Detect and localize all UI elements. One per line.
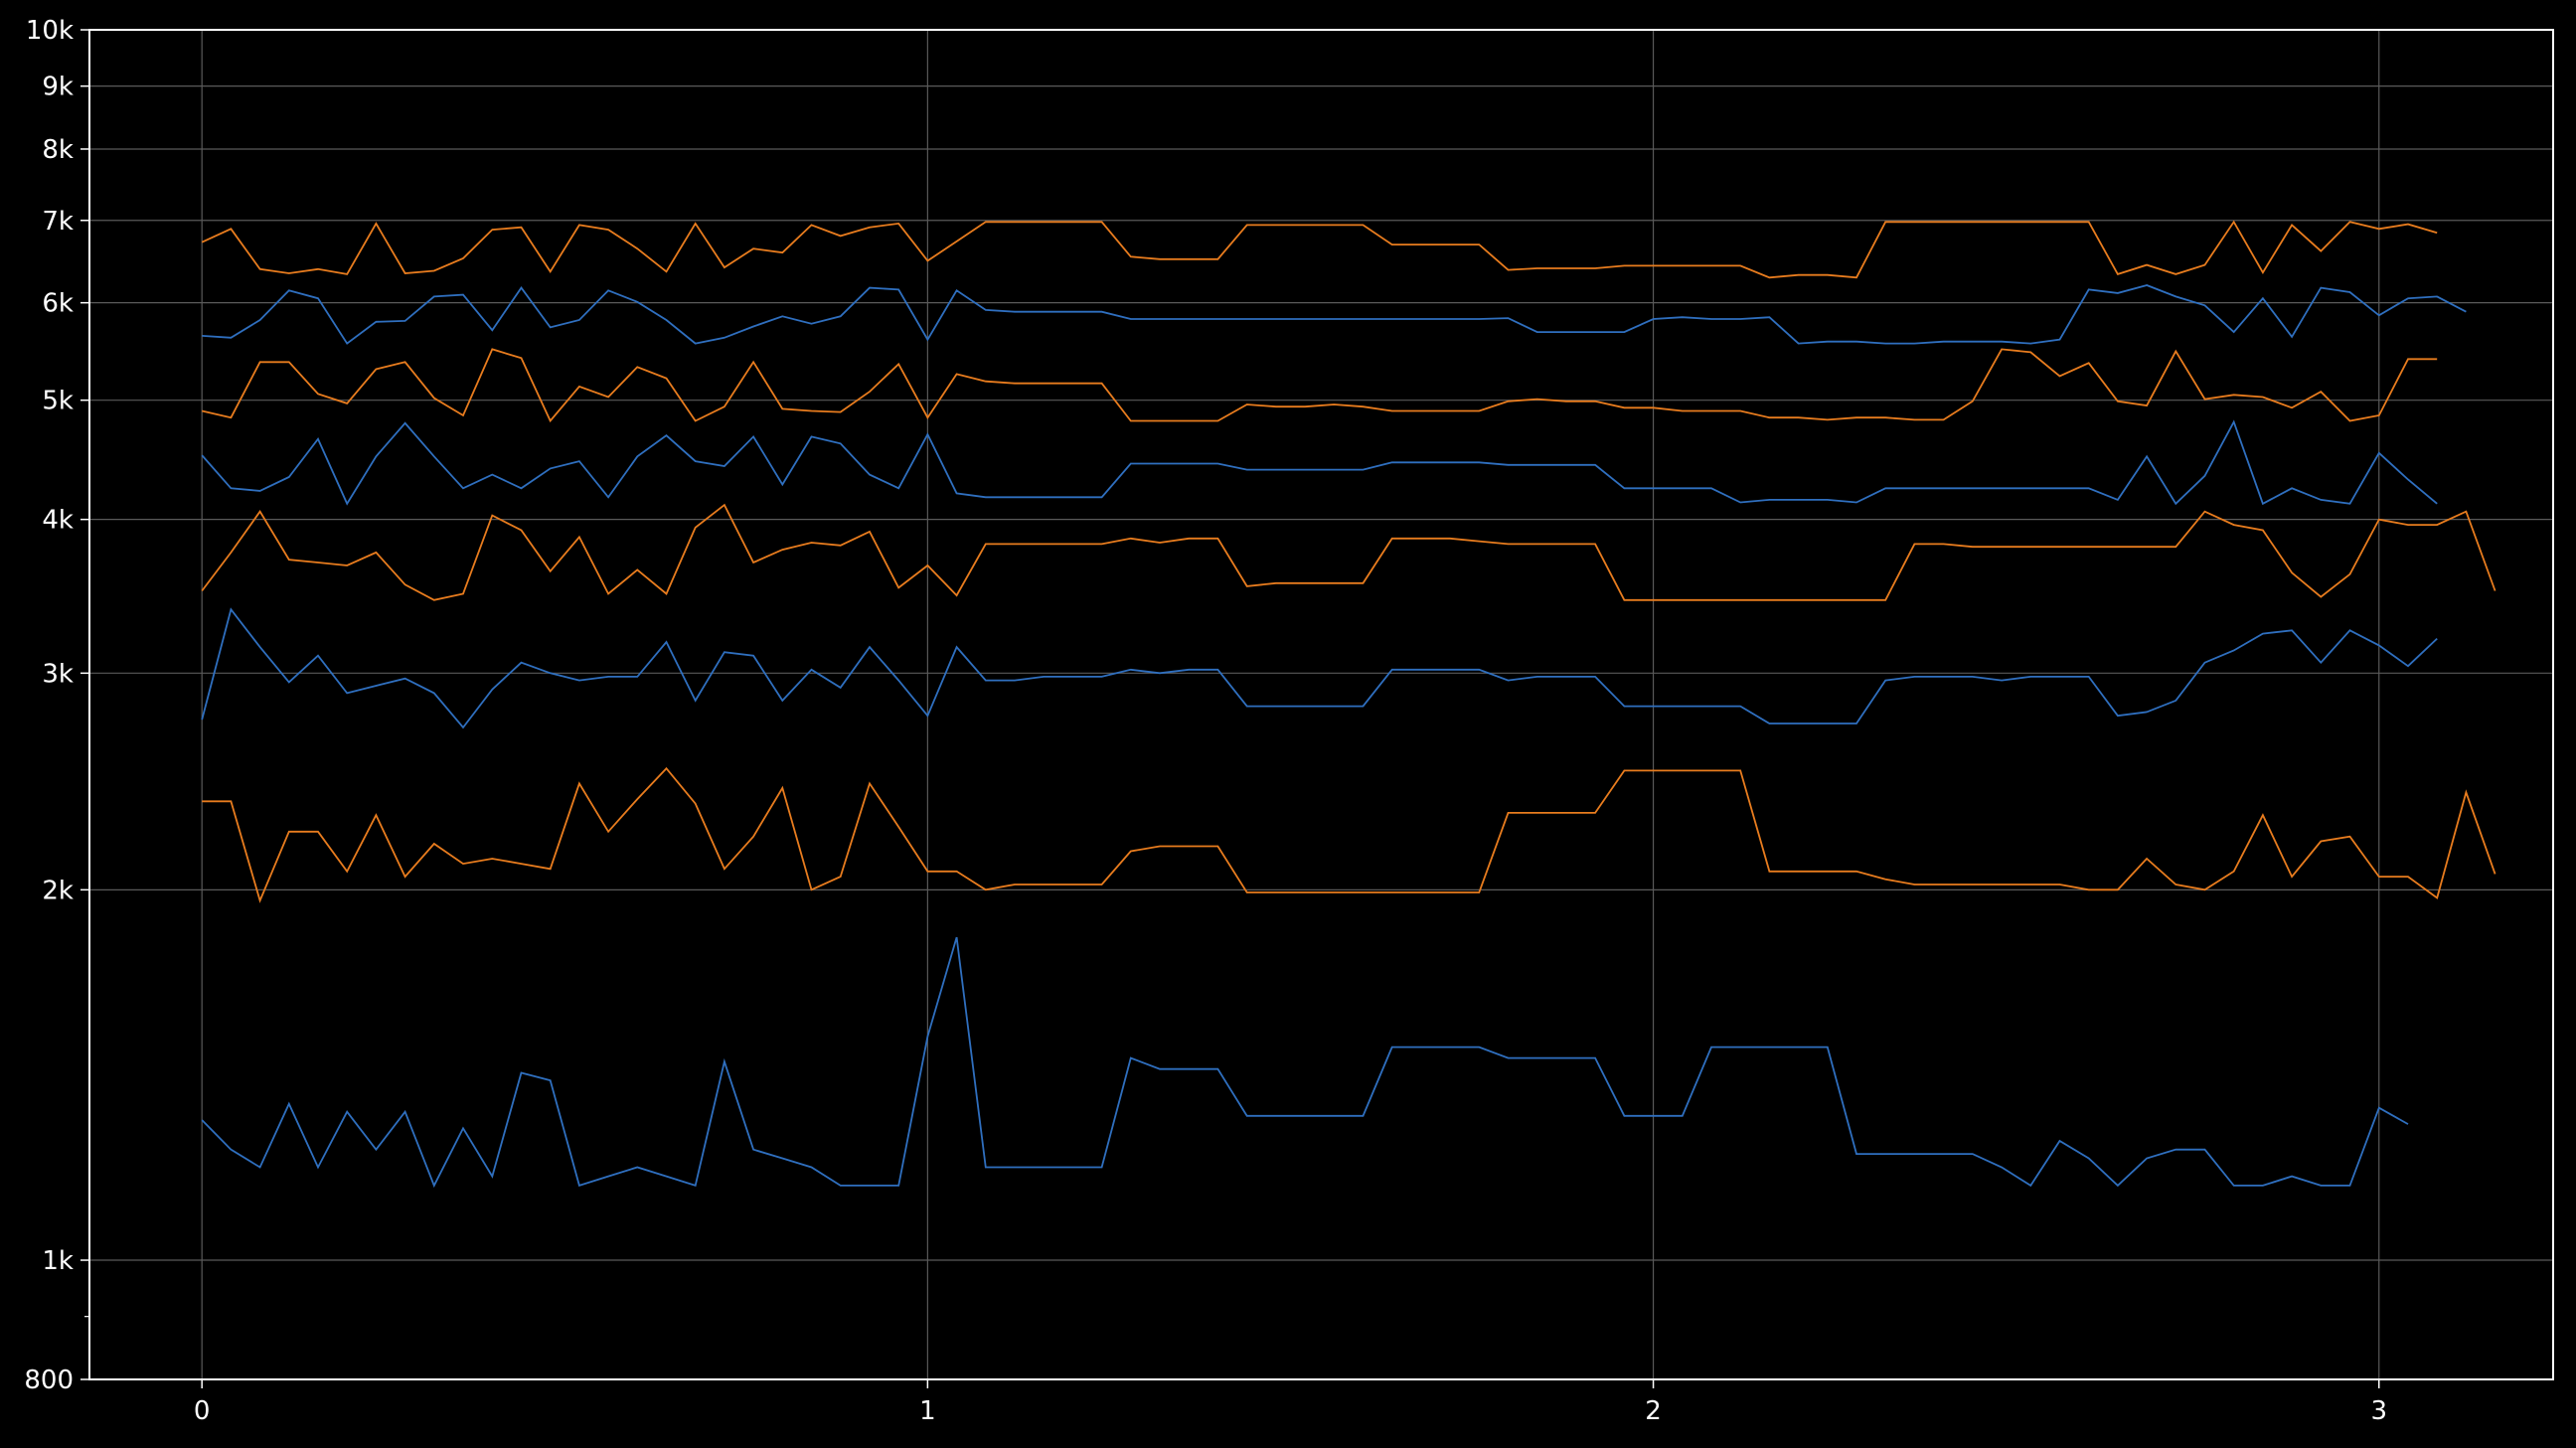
y-tick-label-3: 3k (42, 659, 74, 689)
y-tick-label-6: 6k (42, 289, 74, 319)
x-tick-label-3: 3 (2370, 1396, 2387, 1426)
plot-frame (88, 29, 2554, 1380)
y-tick-label-5: 5k (42, 387, 74, 416)
y-tick-label-4: 4k (42, 506, 74, 536)
series-line-2 (201, 419, 2438, 506)
y-tick-label-7: 7k (42, 207, 74, 237)
series-line-6 (201, 348, 2438, 423)
series-line-3 (202, 284, 2467, 345)
x-tick-label-1: 1 (919, 1396, 936, 1426)
y-tick-label-2: 2k (42, 876, 74, 905)
x-axis: 0 1 2 3 (194, 1379, 2387, 1426)
series-line-1 (201, 607, 2438, 729)
y-axis: 800 1k 2k 3k 4k 5k 6k 7k 8k 9k 10k (24, 16, 89, 1395)
series-line-5 (201, 503, 2496, 601)
x-tick-label-2: 2 (1645, 1396, 1662, 1426)
series-line-7 (201, 220, 2438, 279)
y-tick-label-9: 9k (42, 73, 74, 102)
y-tick-label-8: 8k (42, 135, 74, 165)
x-tick-label-0: 0 (194, 1396, 211, 1426)
series-layer (201, 220, 2496, 1189)
grid-lines (89, 30, 2553, 1379)
y-tick-label-1: 1k (42, 1246, 74, 1276)
series-line-0 (201, 936, 2409, 1189)
y-tick-label-10: 10k (26, 16, 74, 46)
y-tick-label-0: 800 (24, 1366, 74, 1395)
series-line-4 (202, 766, 2496, 903)
